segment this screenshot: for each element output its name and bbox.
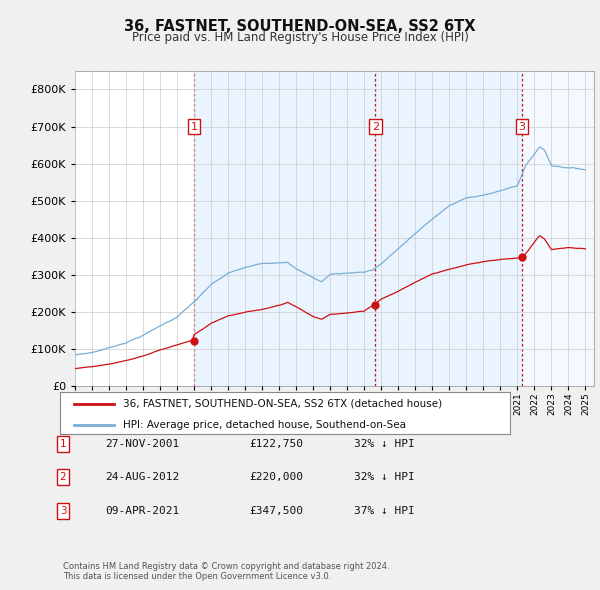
Text: 2: 2 [372, 122, 379, 132]
Bar [522, 71, 594, 386]
Bar [194, 71, 376, 386]
Text: HPI: Average price, detached house, Southend-on-Sea: HPI: Average price, detached house, Sout… [123, 419, 406, 430]
Text: £122,750: £122,750 [249, 439, 303, 448]
Text: Contains HM Land Registry data © Crown copyright and database right 2024.
This d: Contains HM Land Registry data © Crown c… [63, 562, 389, 581]
Text: 36, FASTNET, SOUTHEND-ON-SEA, SS2 6TX: 36, FASTNET, SOUTHEND-ON-SEA, SS2 6TX [124, 19, 476, 34]
Bar [376, 71, 522, 386]
Text: Price paid vs. HM Land Registry's House Price Index (HPI): Price paid vs. HM Land Registry's House … [131, 31, 469, 44]
Text: 2: 2 [59, 473, 67, 482]
Text: 37% ↓ HPI: 37% ↓ HPI [354, 506, 415, 516]
Text: 24-AUG-2012: 24-AUG-2012 [105, 473, 179, 482]
Text: £220,000: £220,000 [249, 473, 303, 482]
Text: 32% ↓ HPI: 32% ↓ HPI [354, 473, 415, 482]
Text: 3: 3 [59, 506, 67, 516]
Text: 36, FASTNET, SOUTHEND-ON-SEA, SS2 6TX (detached house): 36, FASTNET, SOUTHEND-ON-SEA, SS2 6TX (d… [123, 399, 442, 409]
Text: 27-NOV-2001: 27-NOV-2001 [105, 439, 179, 448]
Text: 32% ↓ HPI: 32% ↓ HPI [354, 439, 415, 448]
Text: 1: 1 [59, 439, 67, 448]
Text: 3: 3 [518, 122, 526, 132]
Text: 09-APR-2021: 09-APR-2021 [105, 506, 179, 516]
Text: 1: 1 [191, 122, 197, 132]
Text: £347,500: £347,500 [249, 506, 303, 516]
